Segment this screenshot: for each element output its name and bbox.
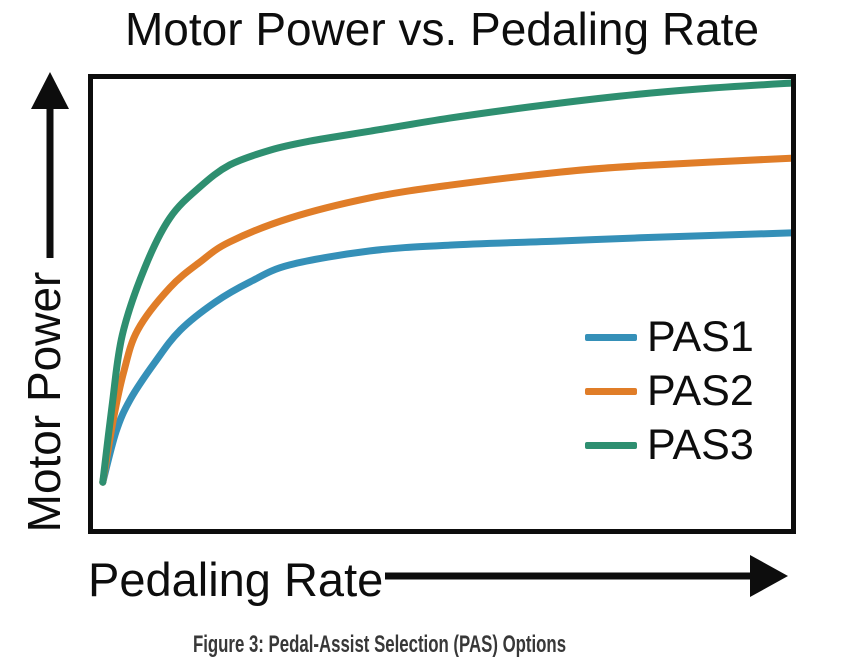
pas2-line-swatch xyxy=(585,387,637,395)
legend-label-pas1: PAS1 xyxy=(647,313,754,361)
legend-label-pas3: PAS3 xyxy=(647,421,754,469)
figure-caption: Figure 3: Pedal-Assist Selection (PAS) O… xyxy=(0,631,758,659)
figure-caption-text: Figure 3: Pedal-Assist Selection (PAS) O… xyxy=(192,631,566,658)
chart-title: Motor Power vs. Pedaling Rate xyxy=(124,3,760,55)
x-axis-label: Pedaling Rate xyxy=(88,553,384,606)
legend-label-pas2: PAS2 xyxy=(647,367,754,415)
x-axis-arrow-icon xyxy=(385,555,788,597)
y-axis-label: Motor Power xyxy=(18,271,70,533)
pas1-curve xyxy=(99,229,795,486)
pas3-line-swatch xyxy=(585,441,637,449)
y-axis-arrow-icon xyxy=(31,72,69,258)
plot-area-border xyxy=(88,74,796,534)
pas1-line-swatch xyxy=(585,333,637,341)
legend-item-pas2: PAS2 xyxy=(585,364,754,418)
legend: PAS1 PAS2 PAS3 xyxy=(585,310,754,472)
legend-item-pas3: PAS3 xyxy=(585,418,754,472)
pas2-curve xyxy=(99,154,795,486)
legend-item-pas1: PAS1 xyxy=(585,310,754,364)
pas3-curve xyxy=(99,79,795,486)
